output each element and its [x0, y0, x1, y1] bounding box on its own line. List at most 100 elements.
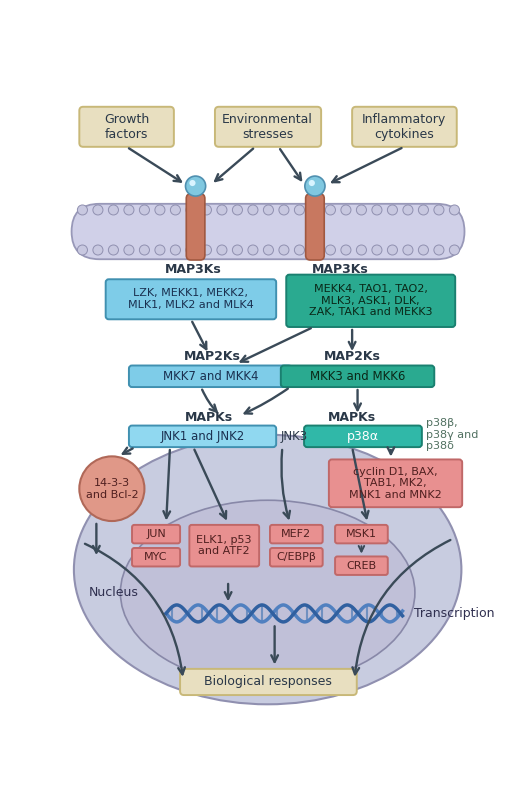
Text: MYC: MYC	[144, 552, 168, 562]
FancyBboxPatch shape	[129, 366, 292, 387]
Circle shape	[418, 245, 428, 255]
Text: LZK, MEKK1, MEKK2,
MLK1, MLK2 and MLK4: LZK, MEKK1, MEKK2, MLK1, MLK2 and MLK4	[128, 289, 254, 310]
FancyBboxPatch shape	[352, 106, 457, 147]
Text: Biological responses: Biological responses	[204, 675, 332, 689]
FancyBboxPatch shape	[180, 669, 357, 695]
Text: MEKK4, TAO1, TAO2,
MLK3, ASK1, DLK,
ZAK, TAK1 and MEKK3: MEKK4, TAO1, TAO2, MLK3, ASK1, DLK, ZAK,…	[309, 284, 433, 318]
FancyBboxPatch shape	[189, 525, 259, 566]
Circle shape	[294, 205, 304, 215]
Circle shape	[305, 176, 325, 196]
Text: Environmental
stresses: Environmental stresses	[222, 113, 313, 141]
Circle shape	[325, 245, 335, 255]
Circle shape	[124, 245, 134, 255]
Circle shape	[186, 245, 196, 255]
FancyBboxPatch shape	[106, 279, 276, 319]
Circle shape	[93, 205, 103, 215]
Text: MEF2: MEF2	[281, 529, 311, 539]
Circle shape	[310, 245, 320, 255]
Circle shape	[217, 245, 227, 255]
FancyBboxPatch shape	[215, 106, 321, 147]
Circle shape	[403, 205, 413, 215]
Circle shape	[201, 205, 211, 215]
Circle shape	[341, 205, 351, 215]
Circle shape	[434, 205, 444, 215]
Text: MAPKs: MAPKs	[185, 411, 233, 424]
Circle shape	[264, 205, 274, 215]
Text: MAP2Ks: MAP2Ks	[184, 350, 241, 362]
Text: Inflammatory
cytokines: Inflammatory cytokines	[362, 113, 446, 141]
Circle shape	[449, 205, 460, 215]
Circle shape	[124, 205, 134, 215]
Circle shape	[356, 205, 367, 215]
Text: p38β,
p38γ and
p38δ: p38β, p38γ and p38δ	[426, 418, 478, 451]
Text: MAP2Ks: MAP2Ks	[324, 350, 381, 362]
Text: MKK7 and MKK4: MKK7 and MKK4	[163, 370, 258, 382]
Circle shape	[108, 245, 119, 255]
Circle shape	[434, 245, 444, 255]
Text: MKK3 and MKK6: MKK3 and MKK6	[310, 370, 405, 382]
FancyBboxPatch shape	[270, 548, 323, 566]
Circle shape	[189, 180, 196, 186]
Circle shape	[403, 245, 413, 255]
FancyBboxPatch shape	[132, 525, 180, 543]
Circle shape	[372, 205, 382, 215]
FancyBboxPatch shape	[186, 194, 205, 260]
Circle shape	[264, 245, 274, 255]
Circle shape	[93, 245, 103, 255]
Text: ELK1, p53
and ATF2: ELK1, p53 and ATF2	[197, 535, 252, 557]
Circle shape	[217, 205, 227, 215]
FancyBboxPatch shape	[79, 106, 174, 147]
Text: MSK1: MSK1	[346, 529, 377, 539]
FancyBboxPatch shape	[335, 525, 388, 543]
Circle shape	[140, 245, 150, 255]
Circle shape	[201, 245, 211, 255]
Circle shape	[170, 245, 180, 255]
Circle shape	[232, 205, 243, 215]
FancyBboxPatch shape	[281, 366, 434, 387]
Circle shape	[77, 205, 87, 215]
Text: Nucleus: Nucleus	[88, 586, 139, 599]
Circle shape	[248, 205, 258, 215]
Text: JUN: JUN	[146, 529, 166, 539]
Circle shape	[294, 245, 304, 255]
Circle shape	[279, 205, 289, 215]
Circle shape	[418, 205, 428, 215]
Circle shape	[449, 245, 460, 255]
Ellipse shape	[74, 435, 461, 704]
FancyBboxPatch shape	[286, 274, 455, 327]
FancyBboxPatch shape	[129, 426, 276, 447]
Circle shape	[388, 245, 397, 255]
Circle shape	[356, 245, 367, 255]
Ellipse shape	[120, 500, 415, 685]
Text: CREB: CREB	[346, 561, 377, 570]
Circle shape	[372, 245, 382, 255]
Text: MAP3Ks: MAP3Ks	[312, 262, 369, 276]
Circle shape	[79, 456, 144, 521]
Text: Transcription: Transcription	[414, 607, 495, 620]
Text: C/EBPβ: C/EBPβ	[276, 552, 316, 562]
Circle shape	[108, 205, 119, 215]
Text: p38α: p38α	[347, 430, 379, 443]
Circle shape	[155, 205, 165, 215]
Text: JNK1 and JNK2: JNK1 and JNK2	[161, 430, 245, 443]
Circle shape	[77, 245, 87, 255]
Circle shape	[310, 205, 320, 215]
Circle shape	[248, 245, 258, 255]
Circle shape	[341, 245, 351, 255]
Circle shape	[309, 180, 315, 186]
Circle shape	[279, 245, 289, 255]
Text: JNK3: JNK3	[281, 430, 308, 443]
Text: Growth
factors: Growth factors	[104, 113, 149, 141]
Circle shape	[140, 205, 150, 215]
Circle shape	[170, 205, 180, 215]
Text: cyclin D1, BAX,
TAB1, MK2,
MNK1 and MNK2: cyclin D1, BAX, TAB1, MK2, MNK1 and MNK2	[349, 466, 442, 500]
Circle shape	[186, 205, 196, 215]
Circle shape	[325, 205, 335, 215]
Text: 14-3-3
and Bcl-2: 14-3-3 and Bcl-2	[86, 478, 138, 499]
Text: MAPKs: MAPKs	[328, 411, 376, 424]
FancyBboxPatch shape	[72, 204, 464, 259]
FancyBboxPatch shape	[305, 194, 324, 260]
Text: MAP3Ks: MAP3Ks	[165, 262, 222, 276]
Circle shape	[186, 176, 206, 196]
Circle shape	[232, 245, 243, 255]
